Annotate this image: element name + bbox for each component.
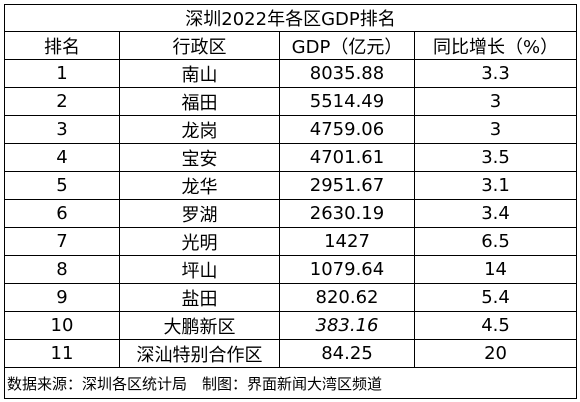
district-cell: 大鹏新区	[119, 311, 280, 340]
district-cell: 南山	[119, 59, 280, 88]
table-title: 深圳2022年各区GDP排名	[3, 4, 578, 32]
rank-cell: 2	[4, 87, 120, 116]
title-row: 深圳2022年各区GDP排名	[3, 4, 578, 32]
growth-cell: 20	[413, 339, 578, 368]
gdp-cell: 1079.64	[279, 255, 415, 284]
growth-cell: 3.1	[413, 171, 578, 200]
table-row: 3 龙岗 4759.06 3	[4, 115, 578, 144]
growth-cell: 3.4	[413, 199, 578, 228]
table-row: 7 光明 1427 6.5	[4, 227, 578, 256]
gdp-cell: 8035.88	[279, 59, 415, 88]
district-cell: 坪山	[119, 255, 280, 284]
rank-cell: 4	[4, 143, 120, 172]
district-cell: 宝安	[119, 143, 280, 172]
growth-cell: 3.3	[413, 59, 578, 88]
district-cell: 盐田	[119, 283, 280, 312]
growth-cell: 3	[413, 87, 578, 116]
table-row: 2 福田 5514.49 3	[4, 87, 578, 116]
growth-cell: 4.5	[413, 311, 578, 340]
gdp-cell: 2630.19	[279, 199, 415, 228]
growth-cell: 6.5	[413, 227, 578, 256]
header-row: 排名 行政区 GDP（亿元） 同比增长（%）	[4, 31, 578, 60]
header-gdp: GDP（亿元）	[279, 31, 415, 60]
rank-cell: 10	[4, 311, 120, 340]
gdp-ranking-table: 深圳2022年各区GDP排名 排名 行政区 GDP（亿元） 同比增长（%） 1 …	[3, 4, 578, 399]
gdp-ranking-sheet: 深圳2022年各区GDP排名 排名 行政区 GDP（亿元） 同比增长（%） 1 …	[3, 4, 578, 399]
rank-cell: 11	[4, 339, 120, 368]
rank-cell: 6	[4, 199, 120, 228]
gdp-cell: 5514.49	[279, 87, 415, 116]
rank-cell: 5	[4, 171, 120, 200]
gdp-cell: 1427	[279, 227, 415, 256]
gdp-cell: 84.25	[279, 339, 415, 368]
district-cell: 光明	[119, 227, 280, 256]
footer-row: 数据来源：深圳各区统计局 制图：界面新闻大湾区频道	[3, 367, 578, 399]
district-cell: 罗湖	[119, 199, 280, 228]
header-rank: 排名	[4, 31, 120, 60]
table-row: 6 罗湖 2630.19 3.4	[4, 199, 578, 228]
table-row: 10 大鹏新区 383.16 4.5	[4, 311, 578, 340]
growth-cell: 5.4	[413, 283, 578, 312]
district-cell: 福田	[119, 87, 280, 116]
rank-cell: 7	[4, 227, 120, 256]
rank-cell: 8	[4, 255, 120, 284]
rank-cell: 1	[4, 59, 120, 88]
table-row: 5 龙华 2951.67 3.1	[4, 171, 578, 200]
growth-cell: 3.5	[413, 143, 578, 172]
gdp-cell: 383.16	[279, 311, 415, 340]
district-cell: 深汕特别合作区	[119, 339, 280, 368]
gdp-cell: 820.62	[279, 283, 415, 312]
source-credit: 数据来源：深圳各区统计局 制图：界面新闻大湾区频道	[3, 367, 578, 399]
gdp-cell: 4701.61	[279, 143, 415, 172]
header-growth: 同比增长（%）	[413, 31, 578, 60]
table-row: 1 南山 8035.88 3.3	[4, 59, 578, 88]
table-row: 8 坪山 1079.64 14	[4, 255, 578, 284]
header-district: 行政区	[119, 31, 280, 60]
growth-cell: 14	[413, 255, 578, 284]
table-row: 11 深汕特别合作区 84.25 20	[4, 339, 578, 368]
district-cell: 龙岗	[119, 115, 280, 144]
gdp-cell: 4759.06	[279, 115, 415, 144]
rank-cell: 3	[4, 115, 120, 144]
district-cell: 龙华	[119, 171, 280, 200]
gdp-cell: 2951.67	[279, 171, 415, 200]
table-row: 4 宝安 4701.61 3.5	[4, 143, 578, 172]
table-row: 9 盐田 820.62 5.4	[4, 283, 578, 312]
rank-cell: 9	[4, 283, 120, 312]
growth-cell: 3	[413, 115, 578, 144]
